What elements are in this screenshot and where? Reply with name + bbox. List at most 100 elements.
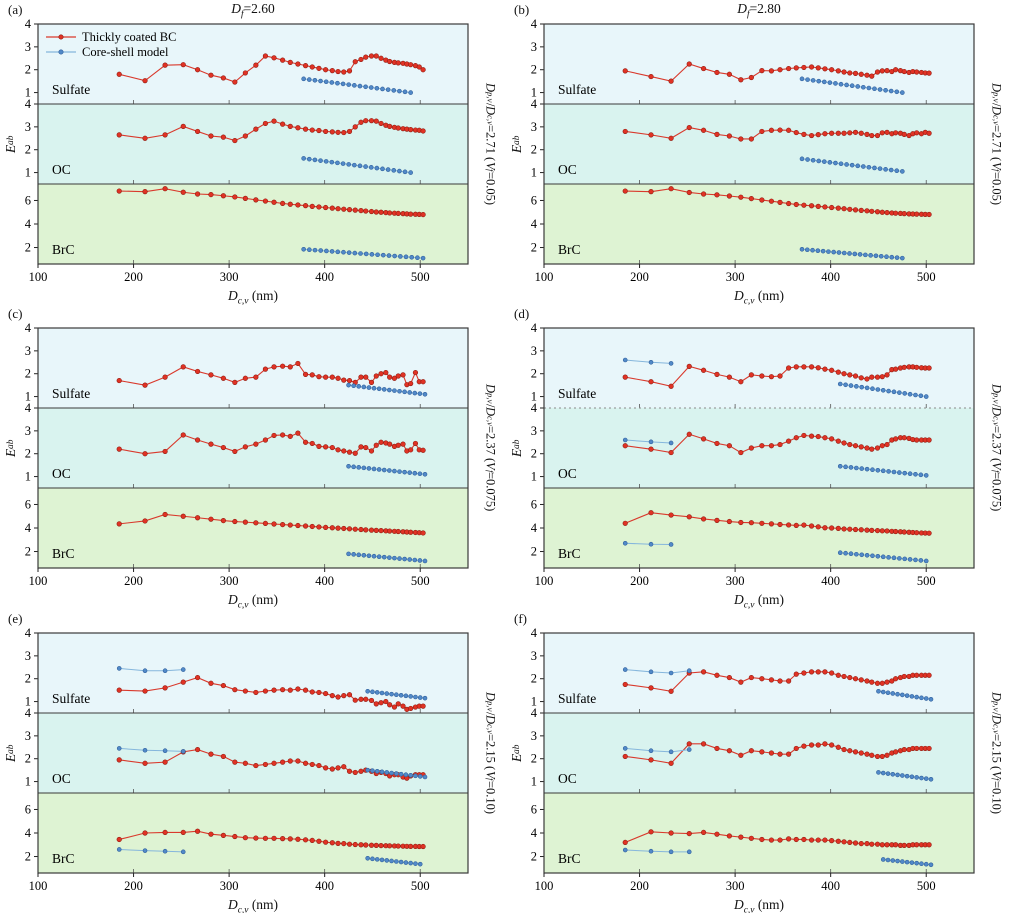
data-point xyxy=(768,68,775,74)
data-point xyxy=(786,678,792,684)
data-point xyxy=(714,831,720,837)
data-point xyxy=(220,753,226,760)
data-point xyxy=(622,847,628,853)
data-point xyxy=(335,80,340,86)
data-point xyxy=(287,758,293,764)
data-point xyxy=(843,550,848,556)
svg-text:3: 3 xyxy=(25,424,31,438)
data-point xyxy=(400,703,406,709)
svg-text:2: 2 xyxy=(25,143,31,157)
data-point xyxy=(738,136,744,142)
data-point xyxy=(923,558,929,564)
data-point xyxy=(242,70,248,76)
svg-text:4: 4 xyxy=(25,97,32,111)
data-point xyxy=(208,72,214,78)
data-point xyxy=(379,769,385,775)
data-point xyxy=(323,839,329,845)
data-point xyxy=(368,53,375,59)
data-point xyxy=(389,770,394,776)
data-point xyxy=(786,65,792,72)
data-point xyxy=(805,157,810,162)
data-point xyxy=(220,75,226,81)
data-point xyxy=(622,540,628,546)
data-point xyxy=(622,437,628,443)
data-point xyxy=(220,832,226,838)
data-point xyxy=(923,696,929,701)
data-point xyxy=(302,371,309,378)
x-axis-label: Dc,v (nm) xyxy=(227,288,279,307)
data-point xyxy=(726,674,732,681)
data-point xyxy=(926,365,932,371)
data-point xyxy=(885,771,891,776)
data-point xyxy=(374,85,380,91)
data-point xyxy=(329,249,335,254)
data-point xyxy=(180,679,186,685)
data-point xyxy=(777,127,783,133)
data-point xyxy=(391,168,397,173)
data-point xyxy=(884,528,890,534)
data-point xyxy=(822,131,828,137)
data-point xyxy=(863,252,868,258)
data-point xyxy=(875,387,881,392)
data-point xyxy=(847,674,853,681)
data-point xyxy=(835,205,841,211)
data-point xyxy=(622,520,628,526)
data-point xyxy=(392,388,397,393)
data-point xyxy=(368,208,375,215)
data-point xyxy=(748,372,754,378)
data-point xyxy=(768,374,775,380)
data-point xyxy=(408,126,414,133)
data-point xyxy=(324,248,329,254)
data-point xyxy=(808,433,815,439)
data-point xyxy=(648,446,654,452)
data-point xyxy=(907,471,913,477)
svg-text:1: 1 xyxy=(531,86,537,100)
data-point xyxy=(858,750,864,756)
data-point xyxy=(346,382,351,388)
data-point xyxy=(808,132,815,139)
data-point xyxy=(422,471,428,477)
svg-text:2: 2 xyxy=(531,367,537,381)
data-point xyxy=(799,76,805,82)
data-point xyxy=(768,677,775,683)
data-point xyxy=(793,522,799,529)
data-point xyxy=(408,860,413,866)
data-point xyxy=(829,525,835,531)
subplot-name: BrC xyxy=(558,242,581,257)
data-point xyxy=(919,775,924,781)
data-point xyxy=(864,527,870,533)
data-point xyxy=(271,199,277,205)
data-point xyxy=(415,255,420,260)
data-point xyxy=(142,135,148,141)
data-point xyxy=(417,861,423,867)
panel-title: Df=2.60 xyxy=(231,1,275,20)
data-point xyxy=(900,90,905,95)
data-point xyxy=(891,469,897,475)
data-point xyxy=(358,251,363,256)
data-point xyxy=(926,745,932,752)
data-point xyxy=(777,373,783,379)
data-point xyxy=(402,89,408,95)
series-line xyxy=(119,848,184,853)
data-point xyxy=(801,202,807,208)
data-point xyxy=(808,742,815,748)
data-point xyxy=(883,167,888,172)
data-point xyxy=(352,841,358,848)
data-point xyxy=(358,374,364,380)
data-point xyxy=(373,209,379,215)
data-point xyxy=(180,364,186,370)
data-point xyxy=(180,62,186,68)
data-point xyxy=(880,468,886,474)
data-point xyxy=(884,129,890,135)
data-point xyxy=(861,84,866,90)
data-point xyxy=(909,860,915,865)
data-point xyxy=(341,69,347,75)
svg-text:6: 6 xyxy=(25,497,31,511)
data-point xyxy=(242,375,248,381)
data-point xyxy=(208,680,214,686)
data-point xyxy=(116,71,122,77)
data-point xyxy=(351,383,356,389)
data-point xyxy=(826,249,831,254)
data-point xyxy=(759,373,765,379)
series-line xyxy=(348,384,426,395)
